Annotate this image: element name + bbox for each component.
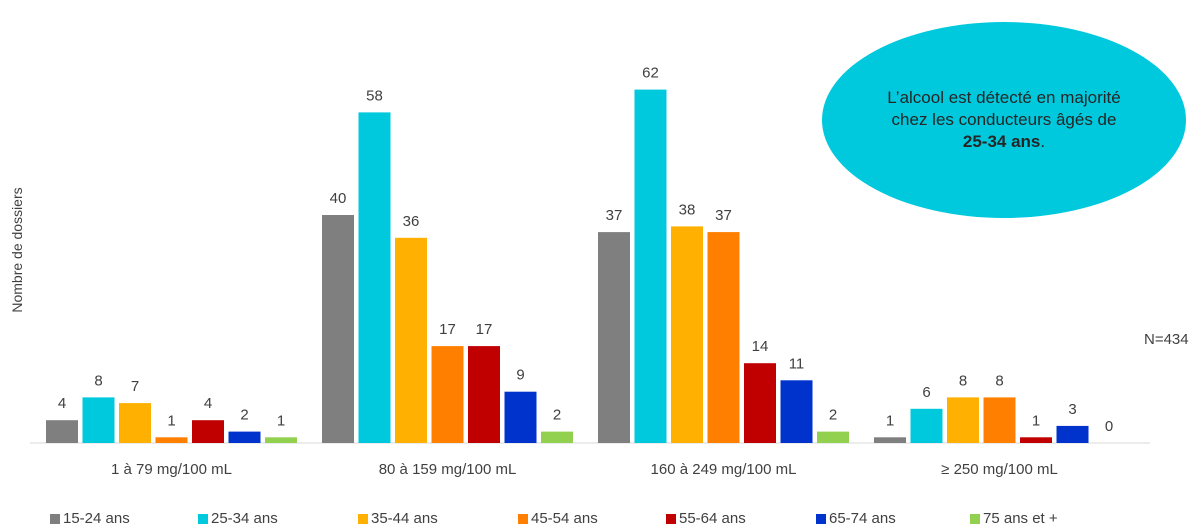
category-label-4: ≥ 250 mg/100 mL <box>941 461 1058 478</box>
bars-layer <box>46 89 1089 444</box>
bar-3-7 <box>817 431 849 443</box>
category-labels-layer: 1 à 79 mg/100 mL 80 à 159 mg/100 mL 160 à … <box>111 461 1058 478</box>
bar-3-1 <box>598 232 630 443</box>
bar-2-1 <box>322 215 354 443</box>
legend-label-5: 55-64 ans <box>679 510 746 527</box>
legend-label-6: 65-74 ans <box>829 510 896 527</box>
legend-swatch-4 <box>518 513 528 524</box>
data-label-2-7: 2 <box>553 407 561 424</box>
category-label-1: 1 à 79 mg/100 mL <box>111 461 232 478</box>
callout-line-2: chez les conducteurs âgés de <box>891 110 1117 129</box>
data-label-2-4: 17 <box>439 321 456 338</box>
bar-3-5 <box>744 363 776 443</box>
legend-item-5: 55-64 ans <box>666 510 746 527</box>
bar-1-7 <box>265 437 297 443</box>
data-label-1-6: 2 <box>240 407 248 424</box>
data-label-3-6: 11 <box>789 355 805 372</box>
bar-3-4 <box>707 232 740 443</box>
legend-swatch-5 <box>666 513 676 524</box>
data-label-3-2: 62 <box>642 65 659 82</box>
bar-4-1 <box>874 437 906 443</box>
data-label-3-3: 38 <box>679 201 696 218</box>
bar-2-5 <box>468 346 500 443</box>
data-label-4-1: 1 <box>886 412 894 429</box>
bar-1-3 <box>119 403 151 443</box>
bar-2-3 <box>395 237 427 443</box>
bar-1-2 <box>82 397 115 443</box>
data-label-4-6: 3 <box>1068 401 1076 418</box>
legend-item-7: 75 ans et + <box>970 510 1058 527</box>
legend-swatch-3 <box>358 513 368 524</box>
bar-3-6 <box>780 380 813 443</box>
callout-line-1: L’alcool est détecté en majorité <box>887 88 1121 107</box>
data-label-3-7: 2 <box>829 407 837 424</box>
bar-1-4 <box>155 437 188 443</box>
bar-2-6 <box>504 391 537 443</box>
bar-2-4 <box>431 346 464 443</box>
legend-swatch-7 <box>970 513 980 524</box>
data-label-1-4: 1 <box>167 412 175 429</box>
bar-1-1 <box>46 420 78 443</box>
data-label-1-5: 4 <box>204 395 212 412</box>
category-label-3: 160 à 249 mg/100 mL <box>651 461 797 478</box>
data-label-3-1: 37 <box>606 207 623 224</box>
y-axis-label: Nombre de dossiers <box>9 187 25 313</box>
data-label-2-5: 17 <box>476 321 493 338</box>
data-label-3-5: 14 <box>752 338 769 355</box>
data-label-1-7: 1 <box>277 412 285 429</box>
legend: 15-24 ans 25-34 ans 35-44 ans 45-54 ans 55-6… <box>0 510 1204 530</box>
legend-swatch-1 <box>50 513 60 524</box>
legend-item-2: 25-34 ans <box>198 510 278 527</box>
legend-label-4: 45-54 ans <box>531 510 598 527</box>
data-label-4-7: 0 <box>1105 418 1113 435</box>
data-label-4-5: 1 <box>1032 412 1040 429</box>
callout-suffix: . <box>1040 132 1046 151</box>
data-label-3-4: 37 <box>715 207 732 224</box>
category-label-2: 80 à 159 mg/100 mL <box>379 461 517 478</box>
legend-label-3: 35-44 ans <box>371 510 438 527</box>
data-label-2-1: 40 <box>330 190 347 207</box>
legend-swatch-2 <box>198 513 208 524</box>
bar-2-2 <box>358 112 391 444</box>
bar-4-4 <box>983 397 1016 443</box>
legend-item-4: 45-54 ans <box>518 510 598 527</box>
sample-size-label: N=434 <box>1144 331 1189 348</box>
data-label-1-1: 4 <box>58 395 66 412</box>
bar-3-3 <box>671 226 703 443</box>
data-label-2-6: 9 <box>516 367 524 384</box>
bar-4-3 <box>947 397 979 443</box>
data-label-1-3: 7 <box>131 378 139 395</box>
callout-line-3: 25-34 ans. <box>963 131 1045 153</box>
data-label-1-2: 8 <box>94 372 102 389</box>
legend-item-1: 15-24 ans <box>50 510 130 527</box>
bar-4-6 <box>1056 425 1089 443</box>
callout-bubble: L’alcool est détecté en majorité chez le… <box>822 22 1186 218</box>
data-label-4-2: 6 <box>922 384 930 401</box>
data-label-4-3: 8 <box>959 372 967 389</box>
legend-label-7: 75 ans et + <box>983 510 1058 527</box>
bar-3-2 <box>634 89 667 443</box>
bar-1-6 <box>228 431 261 443</box>
data-label-2-2: 58 <box>366 87 383 104</box>
legend-item-3: 35-44 ans <box>358 510 438 527</box>
legend-label-2: 25-34 ans <box>211 510 278 527</box>
bar-4-2 <box>910 408 943 443</box>
legend-swatch-6 <box>816 513 826 524</box>
data-label-2-3: 36 <box>403 213 420 230</box>
data-label-4-4: 8 <box>995 372 1003 389</box>
bar-2-7 <box>541 431 573 443</box>
legend-label-1: 15-24 ans <box>63 510 130 527</box>
legend-item-6: 65-74 ans <box>816 510 896 527</box>
bar-1-5 <box>192 420 224 443</box>
bar-4-5 <box>1020 437 1052 443</box>
callout-bold-age: 25-34 ans <box>962 132 1041 151</box>
